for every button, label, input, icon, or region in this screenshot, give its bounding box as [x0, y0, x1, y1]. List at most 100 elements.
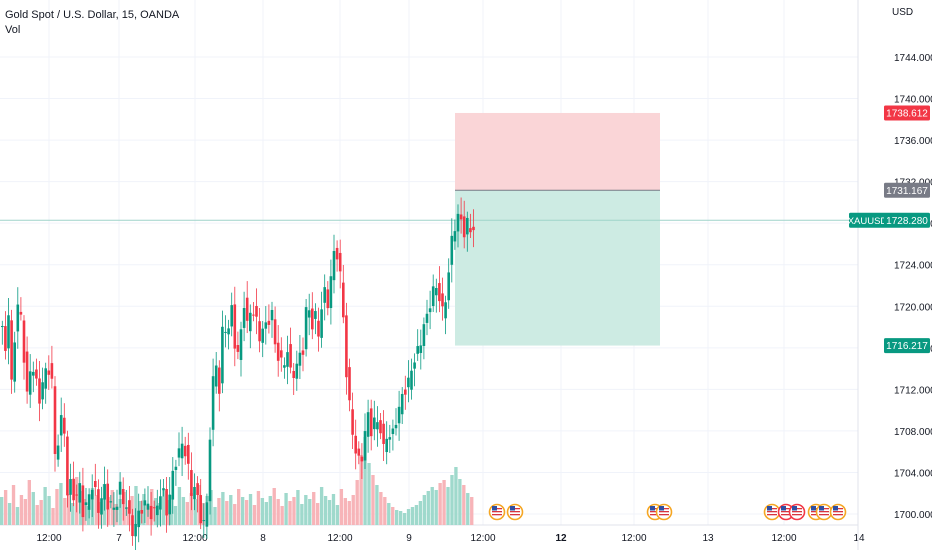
- volume-bar: [442, 480, 446, 525]
- volume-bar: [446, 487, 450, 525]
- candle-body: [7, 315, 10, 349]
- volume-bar: [79, 491, 83, 525]
- candle-body: [249, 312, 252, 332]
- event-flag-icon[interactable]: [655, 503, 673, 521]
- volume-bar: [47, 496, 51, 525]
- candle-body: [301, 350, 305, 355]
- volume-bar: [379, 492, 383, 525]
- candle-body: [208, 439, 212, 502]
- candle-body: [413, 362, 416, 369]
- volume-bar: [252, 505, 257, 525]
- candle-body: [447, 272, 450, 301]
- candle-body: [258, 321, 261, 342]
- candle-body: [149, 505, 153, 520]
- candle-body: [338, 252, 342, 272]
- currency-label: USD: [892, 7, 914, 18]
- event-flag-icon[interactable]: [488, 503, 506, 521]
- volume-bar: [359, 455, 363, 525]
- candle-body: [25, 351, 29, 392]
- candle-body: [255, 305, 258, 317]
- candle-body: [425, 313, 429, 323]
- volume-bar: [284, 493, 288, 525]
- candle-body: [345, 315, 348, 378]
- candle-body: [317, 320, 320, 337]
- volume-bar: [130, 496, 134, 525]
- candle-body: [69, 479, 72, 495]
- candle-body: [50, 363, 54, 379]
- x-axis-tick-label: 12: [555, 533, 567, 544]
- candle-body: [342, 282, 345, 318]
- volume-bar: [276, 499, 280, 525]
- volume-bar: [3, 490, 8, 525]
- volume-bar: [300, 504, 304, 525]
- volume-bar: [402, 513, 407, 525]
- candle-body: [369, 408, 373, 437]
- candle-body: [168, 494, 171, 515]
- volume-bar: [391, 507, 395, 525]
- y-axis-tick-label: 1740.000: [894, 95, 932, 106]
- x-axis-tick-label: 12:00: [621, 533, 646, 544]
- event-flag-icon[interactable]: [829, 503, 847, 521]
- event-flag-icon[interactable]: [763, 503, 781, 521]
- candle-body: [118, 481, 122, 495]
- volume-bar: [122, 492, 126, 525]
- y-axis-tick-label: 1720.000: [894, 302, 932, 313]
- y-axis-tick-label: 1724.000: [894, 261, 932, 272]
- candle-body: [404, 389, 407, 395]
- volume-bar: [367, 463, 371, 525]
- volume-bar: [71, 503, 75, 525]
- event-flag-icon[interactable]: [506, 503, 524, 521]
- volume-bar: [422, 495, 426, 525]
- candle-body: [348, 367, 351, 401]
- target-price-label: 1716.217: [886, 341, 928, 352]
- x-axis-tick-label: 12:00: [470, 533, 495, 544]
- symbol-tag-label: XAUUSD: [848, 216, 888, 227]
- y-axis-tick-label: 1708.000: [894, 427, 932, 438]
- candle-body: [230, 305, 233, 327]
- volume-bar: [229, 495, 233, 525]
- x-axis-tick-label: 13: [702, 533, 714, 544]
- take-profit-zone[interactable]: [455, 190, 660, 346]
- candle-body: [456, 213, 460, 232]
- current-price-label-box: [884, 212, 930, 228]
- event-flag-icon[interactable]: [788, 503, 806, 521]
- candle-body: [131, 515, 134, 537]
- volume-bar: [470, 497, 474, 525]
- candle-body: [407, 377, 410, 388]
- volume-bar: [339, 489, 344, 525]
- event-flag-icon[interactable]: [815, 503, 833, 521]
- x-axis-tick-label: 12:00: [327, 533, 352, 544]
- candle-body: [267, 320, 271, 325]
- candle-body: [311, 308, 314, 330]
- volume-bar: [23, 499, 28, 525]
- candle-body: [373, 417, 376, 430]
- candle-body: [187, 444, 190, 464]
- candle-body: [236, 345, 240, 352]
- volume-bar: [59, 483, 63, 525]
- volume-bar: [118, 499, 122, 525]
- volume-bar: [173, 506, 178, 525]
- stop-price-label-box: [884, 105, 930, 121]
- candle-body: [239, 329, 243, 360]
- candle-body: [1, 326, 4, 328]
- volume-bar: [426, 491, 430, 525]
- candle-body: [16, 304, 20, 332]
- stop-loss-zone[interactable]: [455, 112, 660, 191]
- candle-body: [196, 483, 199, 495]
- candle-body: [379, 420, 382, 434]
- volume-bar: [410, 507, 415, 525]
- volume-bar: [375, 485, 379, 525]
- candle-body: [103, 484, 106, 500]
- candle-body: [140, 509, 144, 514]
- candle-body: [218, 367, 221, 394]
- volume-bar: [181, 497, 186, 525]
- volume-bar: [244, 500, 249, 525]
- volume-bar: [55, 489, 59, 525]
- volume-bar: [319, 487, 324, 525]
- y-axis-tick-label: 1744.000: [894, 53, 932, 64]
- volume-bar: [296, 490, 300, 525]
- volume-bar: [43, 487, 47, 525]
- volume-bar: [383, 497, 387, 525]
